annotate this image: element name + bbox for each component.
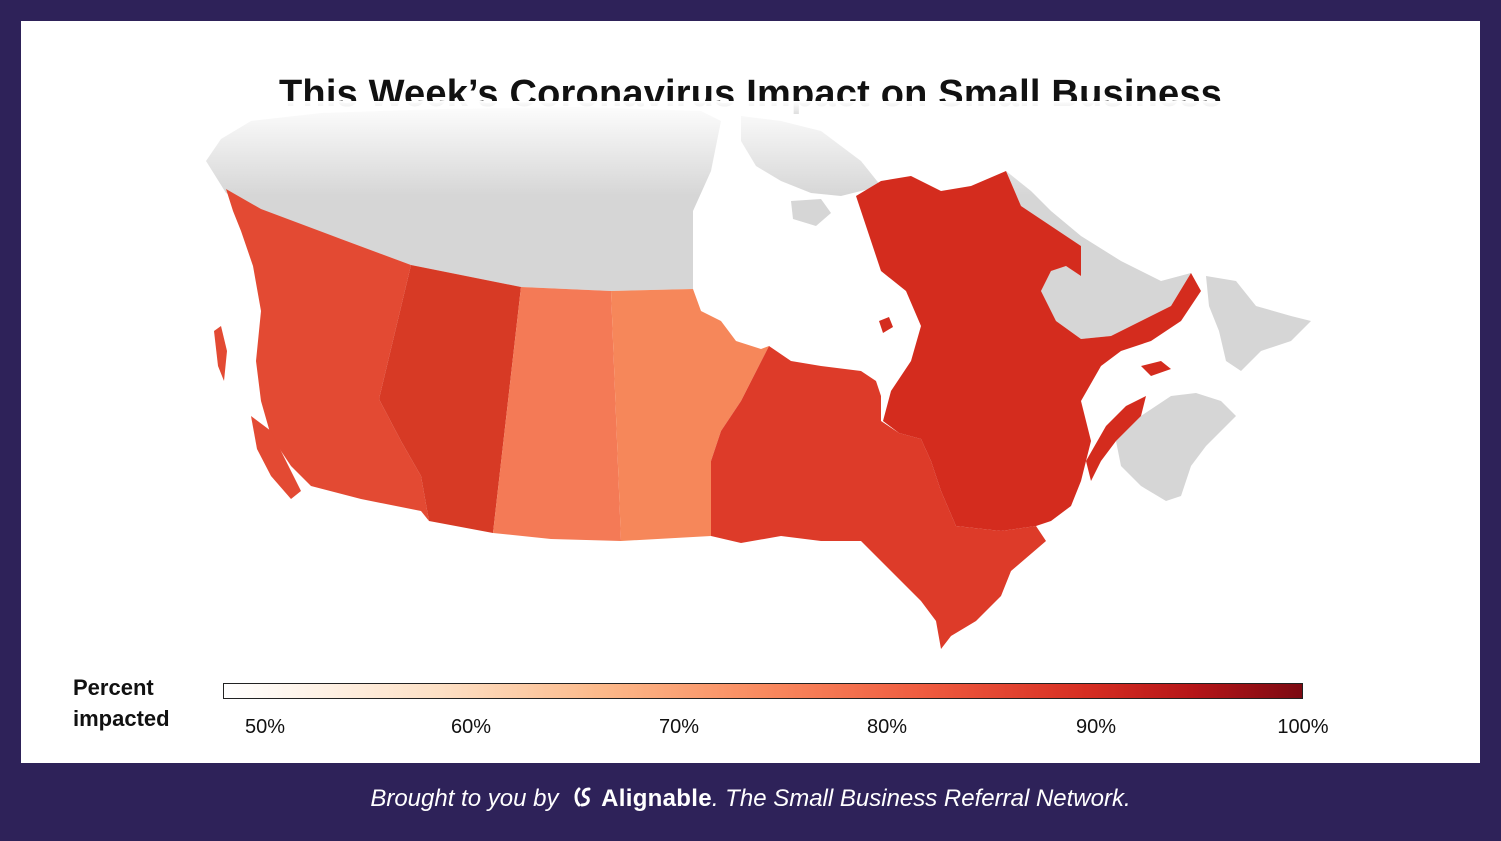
region-gaspe xyxy=(1086,396,1146,481)
legend-tick-70: 70% xyxy=(658,716,700,738)
legend-title: Percent impacted xyxy=(73,672,170,734)
legend-tick-50: 50% xyxy=(244,716,286,738)
region-quebec xyxy=(856,171,1201,531)
legend-tick-90: 90% xyxy=(1075,716,1117,738)
region-belcher-islands xyxy=(879,317,893,333)
legend-tick-100: 100% xyxy=(1277,716,1329,738)
footer-brand: Alignable xyxy=(601,785,712,812)
region-arctic-island-small xyxy=(791,199,831,226)
legend-color-scale xyxy=(223,683,1303,699)
region-newfoundland xyxy=(1206,276,1311,371)
alignable-logo-icon xyxy=(574,787,591,807)
legend-title-line2: impacted xyxy=(73,706,170,731)
region-labrador xyxy=(1006,171,1191,339)
content-panel: This Week’s Coronavirus Impact on Small … xyxy=(21,21,1480,763)
legend-title-line1: Percent xyxy=(73,675,154,700)
canada-map xyxy=(21,101,1480,649)
region-anticosti xyxy=(1141,361,1171,376)
footer-suffix: . The Small Business Referral Network. xyxy=(711,785,1131,812)
legend-tick-80: 80% xyxy=(866,716,908,738)
region-maritimes xyxy=(1116,393,1236,501)
map-fade-overlay xyxy=(21,101,1480,196)
region-alberta xyxy=(379,265,521,533)
region-ontario xyxy=(711,346,1046,649)
footer-prefix: Brought to you by xyxy=(370,785,559,812)
region-vancouver-island xyxy=(251,416,301,499)
region-saskatchewan xyxy=(493,287,621,541)
region-manitoba xyxy=(611,289,769,541)
region-british-columbia xyxy=(226,189,429,521)
region-haida-gwaii xyxy=(214,326,227,381)
footer-credit: Brought to you by Alignable. The Small B… xyxy=(0,785,1501,813)
legend-tick-60: 60% xyxy=(450,716,492,738)
